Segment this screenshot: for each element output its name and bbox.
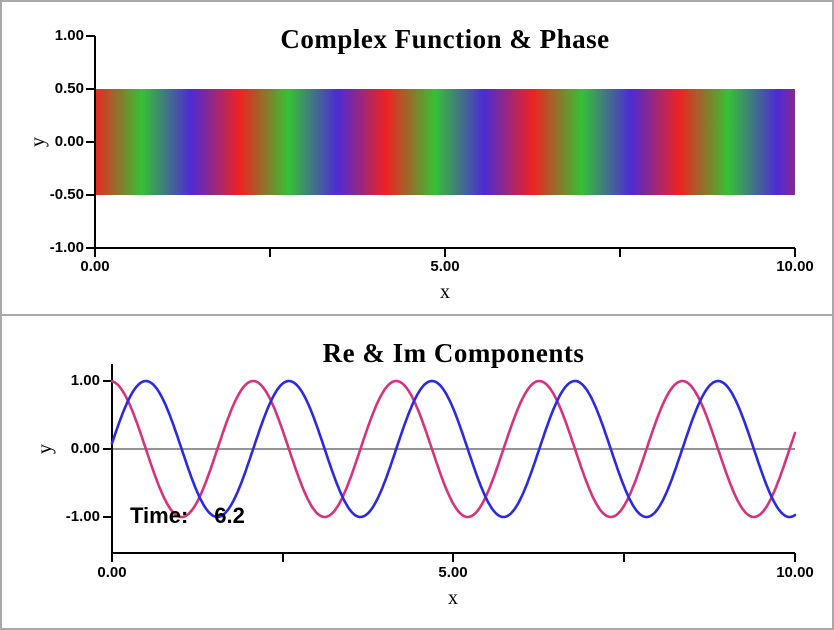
re-curve: [110, 379, 797, 519]
y-tick-label: 0.50: [54, 80, 84, 97]
components-panel: Re & Im Components 1.00 0.00 -1.00 0.00 …: [2, 314, 832, 628]
time-annotation: Time: 6.2: [130, 503, 245, 529]
time-label: Time:: [130, 503, 189, 528]
y-tick-label: -0.50: [49, 186, 84, 203]
y-axis-label: y: [34, 444, 56, 454]
phase-axes: [86, 35, 796, 257]
phase-panel: Complex Function & Phase 1.00 0.50 0.00 …: [2, 2, 832, 314]
y-tick-label: -1.00: [49, 239, 84, 256]
x-tick-label: 5.00: [430, 258, 460, 275]
phase-band: [95, 89, 795, 195]
y-tick-label: -1.00: [65, 508, 100, 525]
x-tick-label: 0.00: [80, 258, 110, 275]
y-tick-label: 0.00: [54, 133, 84, 150]
x-axis-label: x: [440, 281, 450, 303]
y-tick-label: 1.00: [70, 372, 100, 389]
time-value: 6.2: [214, 503, 245, 528]
x-tick-label: 10.00: [776, 564, 814, 581]
im-curve: [110, 379, 797, 519]
y-tick-label: 1.00: [54, 27, 84, 44]
x-tick-label: 5.00: [438, 564, 468, 581]
x-tick-label: 0.00: [97, 564, 127, 581]
y-axis-label: y: [27, 137, 49, 147]
components-axes: [103, 364, 797, 562]
x-tick-label: 10.00: [776, 258, 814, 275]
components-chart-title: Re & Im Components: [322, 338, 585, 368]
phase-chart-title: Complex Function & Phase: [280, 24, 610, 54]
y-tick-label: 0.00: [70, 440, 100, 457]
x-axis-label: x: [448, 587, 458, 609]
